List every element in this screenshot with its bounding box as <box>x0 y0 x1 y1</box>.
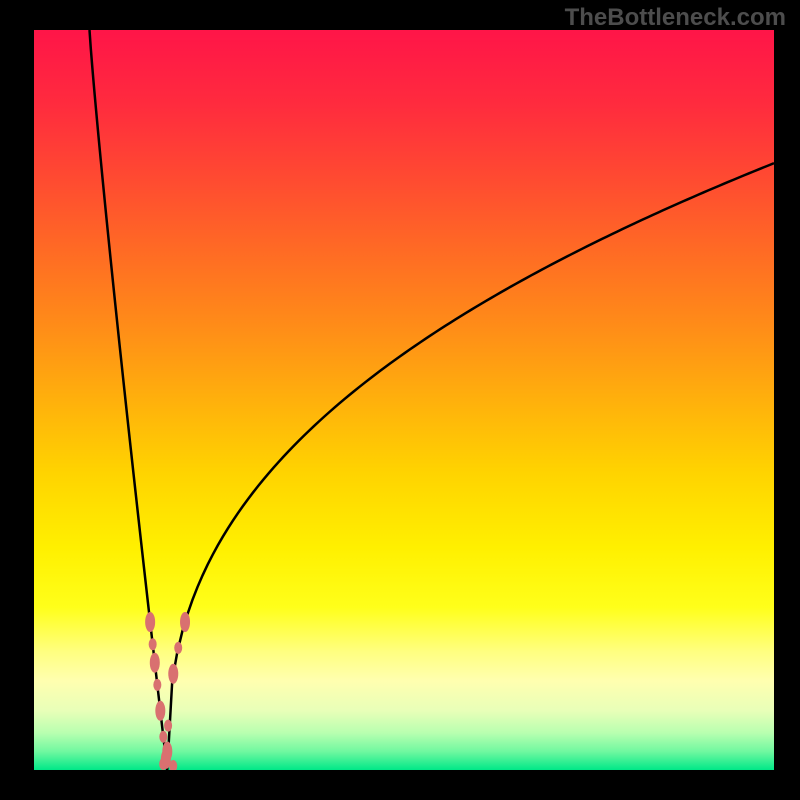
data-marker <box>145 612 155 632</box>
data-marker <box>150 653 160 673</box>
data-marker <box>159 758 167 770</box>
data-marker <box>155 701 165 721</box>
watermark-text: TheBottleneck.com <box>565 4 786 32</box>
data-marker <box>168 664 178 684</box>
data-marker <box>149 638 157 650</box>
data-marker <box>180 612 190 632</box>
data-marker <box>164 720 172 732</box>
gradient-background <box>34 30 774 770</box>
data-marker <box>159 731 167 743</box>
data-marker <box>174 642 182 654</box>
chart-svg <box>34 30 774 770</box>
data-marker <box>153 679 161 691</box>
plot-area <box>34 30 774 770</box>
chart-container: TheBottleneck.com <box>0 0 800 800</box>
